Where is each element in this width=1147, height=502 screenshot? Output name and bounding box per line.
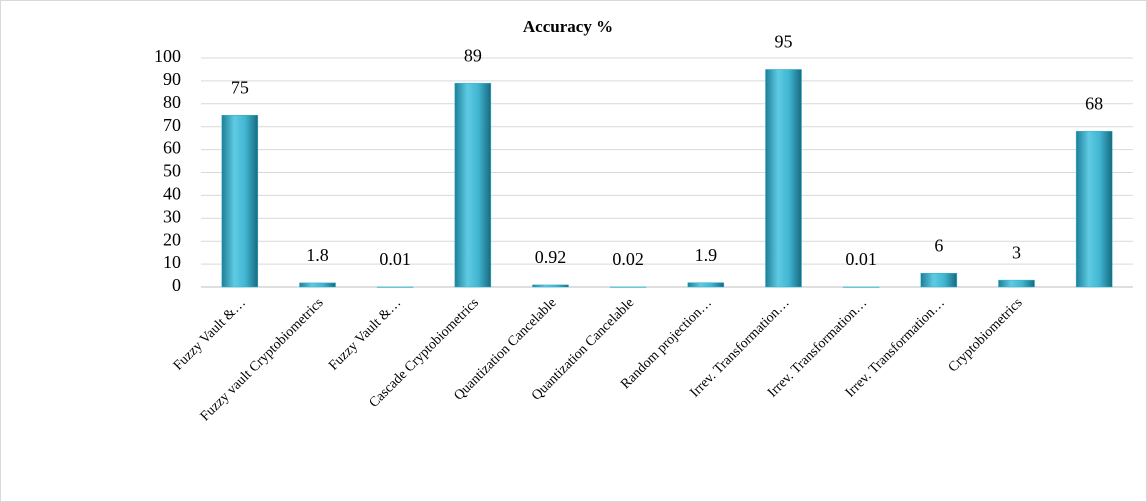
chart-title: Accuracy % bbox=[523, 17, 613, 36]
value-label: 68 bbox=[1085, 93, 1103, 113]
y-tick-label: 0 bbox=[172, 275, 181, 295]
value-label: 6 bbox=[934, 235, 943, 255]
value-label: 0.02 bbox=[612, 249, 644, 269]
bar bbox=[920, 273, 958, 288]
bar bbox=[609, 286, 647, 288]
bar bbox=[532, 284, 569, 288]
value-label: 1.8 bbox=[306, 245, 329, 265]
value-label: 75 bbox=[231, 77, 249, 97]
y-tick-label: 20 bbox=[163, 229, 181, 249]
bar bbox=[998, 279, 1035, 288]
value-label: 1.9 bbox=[695, 245, 718, 265]
bar bbox=[687, 282, 725, 288]
y-tick-label: 60 bbox=[163, 138, 181, 158]
bar bbox=[376, 286, 414, 288]
value-label: 0.01 bbox=[379, 249, 411, 269]
y-tick-label: 90 bbox=[163, 69, 181, 89]
y-tick-label: 80 bbox=[163, 92, 181, 112]
value-label: 0.01 bbox=[845, 249, 877, 269]
bar bbox=[299, 282, 336, 288]
y-tick-label: 100 bbox=[154, 46, 181, 66]
bar bbox=[1075, 131, 1113, 288]
bar bbox=[221, 115, 259, 288]
value-label: 95 bbox=[775, 32, 793, 52]
y-tick-label: 40 bbox=[163, 184, 181, 204]
bar bbox=[454, 82, 492, 288]
y-tick-label: 30 bbox=[163, 206, 181, 226]
y-tick-label: 10 bbox=[163, 252, 181, 272]
value-label: 3 bbox=[1012, 242, 1021, 262]
y-tick-label: 50 bbox=[163, 161, 181, 181]
value-label: 89 bbox=[464, 45, 482, 65]
y-tick-label: 70 bbox=[163, 115, 181, 135]
bar bbox=[765, 69, 802, 288]
value-label: 0.92 bbox=[535, 247, 567, 267]
bar bbox=[842, 286, 880, 288]
